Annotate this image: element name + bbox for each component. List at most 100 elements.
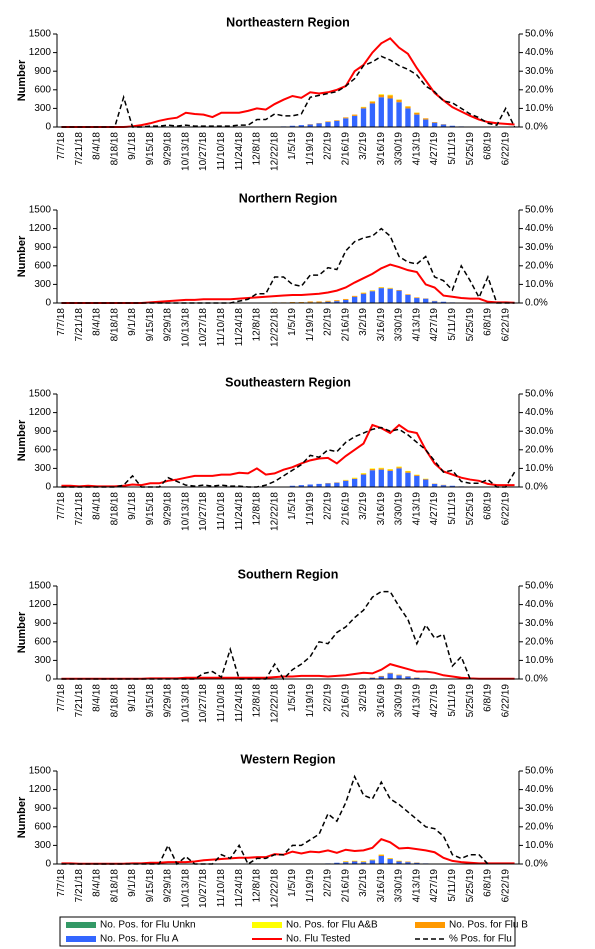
y-tick-label: 300 — [34, 103, 51, 114]
bar — [405, 470, 411, 472]
bar — [405, 294, 411, 303]
bar — [405, 861, 411, 863]
x-tick-label: 10/27/18 — [198, 308, 209, 347]
y2-tick-label: 30.0% — [525, 618, 553, 629]
x-tick-label: 8/4/18 — [92, 684, 103, 712]
bar — [378, 854, 384, 856]
y-tick-label: 600 — [34, 260, 51, 271]
y2-tick-label: 20.0% — [525, 636, 553, 647]
x-tick-label: 8/18/18 — [109, 308, 120, 342]
x-tick-label: 11/24/18 — [234, 869, 245, 908]
x-tick-label: 8/4/18 — [92, 132, 103, 160]
bar — [378, 94, 384, 95]
y2-tick-label: 50.0% — [525, 205, 553, 216]
y-tick-label: 0 — [45, 859, 51, 870]
y-tick-label: 1200 — [29, 223, 52, 234]
y-tick-label: 1200 — [29, 599, 52, 610]
bar — [440, 124, 447, 127]
x-tick-label: 6/8/19 — [483, 132, 494, 160]
y2-tick-label: 20.0% — [525, 821, 553, 832]
chart-title: Southern Region — [238, 567, 339, 581]
bar — [360, 862, 367, 864]
bar — [298, 125, 304, 127]
x-tick-label: 9/29/18 — [163, 869, 174, 903]
x-tick-label: 12/8/18 — [252, 492, 263, 526]
x-tick-label: 8/4/18 — [92, 869, 103, 897]
x-tick-label: 4/27/19 — [429, 308, 440, 342]
bar — [396, 290, 402, 303]
y2-tick-label: 20.0% — [525, 84, 553, 95]
bar — [396, 289, 402, 291]
legend-swatch — [415, 922, 445, 928]
y-tick-label: 900 — [34, 803, 51, 814]
x-tick-label: 5/11/19 — [447, 308, 458, 341]
bar — [343, 480, 349, 487]
x-tick-label: 3/30/19 — [394, 308, 405, 342]
bar — [369, 470, 376, 487]
x-tick-label: 3/16/19 — [376, 684, 387, 718]
bar — [378, 467, 384, 469]
y2-tick-label: 0.0% — [525, 298, 548, 309]
x-tick-label: 12/8/18 — [252, 308, 263, 342]
x-tick-label: 8/18/18 — [109, 132, 120, 166]
x-tick-label: 11/24/18 — [234, 684, 245, 723]
x-tick-label: 11/10/18 — [216, 132, 227, 171]
x-tick-label: 8/4/18 — [92, 308, 103, 336]
bar — [378, 97, 384, 127]
y2-tick-label: 50.0% — [525, 29, 553, 40]
x-tick-label: 7/21/18 — [74, 132, 85, 166]
bar — [440, 301, 447, 303]
x-tick-label: 3/2/19 — [358, 492, 369, 520]
bar — [307, 124, 313, 127]
bar — [387, 95, 393, 99]
bar — [423, 298, 429, 303]
bar — [378, 675, 384, 677]
bar — [351, 115, 358, 127]
y2-tick-label: 40.0% — [525, 784, 553, 795]
x-tick-label: 6/8/19 — [483, 869, 494, 897]
y-axis-title: Number — [16, 796, 28, 838]
x-tick-label: 4/13/19 — [411, 684, 422, 718]
x-tick-label: 12/8/18 — [252, 869, 263, 903]
bar — [360, 861, 367, 863]
x-tick-label: 9/15/18 — [145, 492, 156, 526]
y2-tick-label: 50.0% — [525, 766, 553, 777]
percent-line — [61, 426, 516, 488]
bar — [396, 860, 402, 862]
bar — [351, 861, 358, 864]
y-tick-label: 1500 — [29, 205, 52, 216]
bar — [423, 119, 429, 127]
bar — [351, 478, 358, 479]
bar — [387, 858, 393, 860]
x-tick-label: 3/30/19 — [394, 869, 405, 903]
bar — [405, 471, 411, 473]
x-tick-label: 5/25/19 — [465, 308, 476, 342]
chart-title: Western Region — [241, 752, 336, 766]
x-tick-label: 5/25/19 — [465, 492, 476, 526]
tested-line — [61, 663, 515, 680]
x-tick-label: 4/13/19 — [411, 132, 422, 166]
y2-tick-label: 10.0% — [525, 655, 553, 666]
bar — [343, 861, 349, 863]
y-axis-title: Number — [16, 59, 28, 101]
bar — [387, 469, 393, 470]
x-tick-label: 6/8/19 — [483, 492, 494, 520]
x-tick-label: 11/10/18 — [216, 869, 227, 908]
x-tick-label: 4/27/19 — [429, 492, 440, 526]
x-tick-label: 9/1/18 — [127, 492, 138, 520]
bar — [387, 859, 393, 864]
x-tick-label: 3/2/19 — [358, 869, 369, 897]
x-tick-label: 7/7/18 — [56, 492, 67, 520]
bar — [449, 485, 456, 487]
y2-tick-label: 30.0% — [525, 803, 553, 814]
bar — [396, 675, 402, 679]
x-tick-label: 2/16/19 — [340, 492, 351, 526]
y-tick-label: 0 — [45, 298, 51, 309]
x-tick-label: 3/30/19 — [394, 684, 405, 718]
tested-line — [61, 263, 515, 304]
bar — [343, 480, 349, 481]
bar — [307, 484, 313, 487]
bar — [431, 122, 438, 123]
x-tick-label: 9/1/18 — [127, 684, 138, 712]
x-tick-label: 1/5/19 — [287, 684, 298, 712]
